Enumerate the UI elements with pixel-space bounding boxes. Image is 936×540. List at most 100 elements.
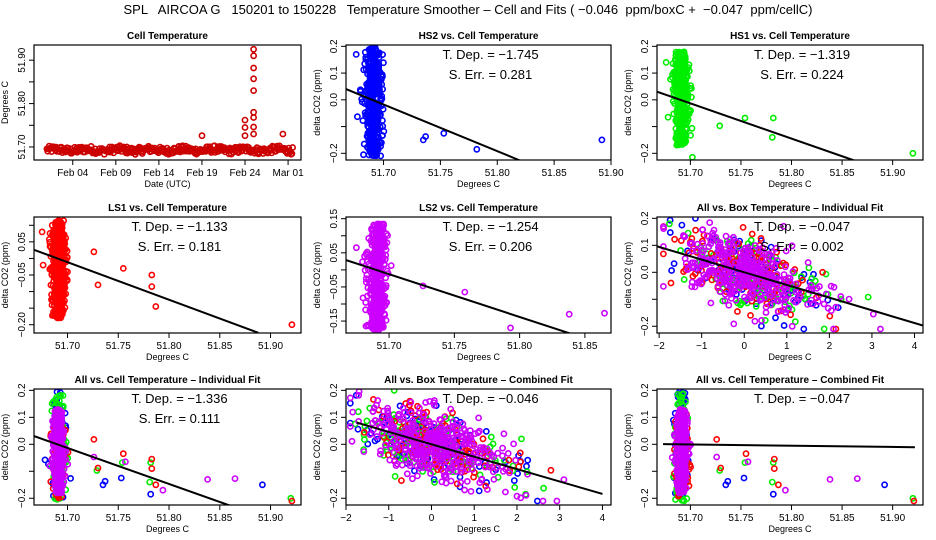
data-point — [376, 450, 384, 458]
data-point — [152, 303, 160, 310]
data-point — [769, 490, 777, 498]
data-point — [390, 389, 398, 394]
data-point — [288, 321, 296, 329]
data-point — [688, 239, 696, 247]
fit-annotation: S. Err. = 0.224 — [760, 67, 843, 82]
data-point — [734, 308, 741, 315]
data-point — [725, 239, 732, 247]
data-point — [772, 314, 779, 322]
y-tick-label: 51.80 — [17, 91, 28, 116]
data-point — [830, 283, 838, 291]
data-point — [55, 466, 63, 474]
data-point — [378, 295, 386, 303]
data-point — [688, 283, 696, 290]
data-point — [360, 140, 368, 148]
fit-annotation: S. Err. = 0.181 — [138, 239, 221, 254]
data-point — [63, 276, 71, 283]
data-point — [416, 459, 424, 467]
data-point — [500, 430, 508, 438]
data-point — [363, 417, 371, 425]
data-point — [352, 244, 360, 252]
data-point — [60, 253, 68, 261]
data-point — [372, 321, 380, 329]
data-point — [366, 279, 374, 287]
data-point — [707, 299, 715, 307]
data-point — [359, 117, 367, 124]
data-point — [399, 455, 406, 463]
data-point — [819, 268, 826, 276]
y-tick-label: 0.1 — [17, 410, 28, 424]
data-point — [751, 317, 759, 325]
data-point — [363, 258, 371, 266]
y-tick-label: 0.1 — [640, 238, 651, 252]
y-axis-label: Degrees C — [0, 80, 10, 124]
y-axis-label: delta CO2 (ppm) — [0, 242, 10, 309]
data-point — [773, 297, 781, 305]
y-axis-label: delta CO2 (ppm) — [312, 69, 322, 136]
data-point — [685, 264, 693, 272]
data-point — [781, 295, 789, 303]
data-point — [692, 217, 699, 222]
data-point — [377, 272, 385, 280]
data-point — [820, 325, 828, 333]
y-tick-label: −0.2 — [17, 488, 28, 508]
data-point — [671, 56, 679, 63]
panel-title: All vs. Box Temperature – Individual Fit — [697, 203, 884, 214]
y-tick-label: 51.70 — [17, 134, 28, 159]
data-point — [377, 75, 385, 83]
data-point — [775, 481, 782, 489]
data-point — [53, 445, 61, 452]
fit-annotation: S. Err. = 0.206 — [449, 239, 532, 254]
fit-line — [34, 435, 231, 505]
data-point — [814, 298, 822, 305]
data-point — [67, 474, 74, 482]
data-point — [433, 462, 441, 470]
data-point — [54, 270, 62, 278]
data-point — [601, 309, 608, 317]
data-point — [475, 487, 483, 495]
data-point — [355, 389, 363, 395]
data-point — [363, 80, 370, 88]
panel-title: All vs. Box Temperature – Combined Fit — [384, 375, 573, 386]
data-point — [784, 274, 792, 282]
x-axis-label: Degrees C — [768, 352, 812, 362]
data-point — [909, 149, 917, 157]
x-tick-label: 51.90 — [880, 168, 905, 179]
x-tick-label: 4 — [600, 513, 606, 524]
data-point — [288, 150, 296, 157]
data-point — [510, 440, 517, 448]
data-point — [480, 444, 487, 451]
data-point — [346, 394, 354, 402]
data-point — [375, 259, 382, 267]
data-point — [374, 104, 382, 112]
data-point — [511, 483, 519, 491]
data-point — [451, 442, 459, 450]
data-point — [349, 408, 357, 416]
data-point — [412, 455, 420, 463]
data-point — [393, 441, 401, 449]
data-point — [59, 456, 67, 463]
data-point — [118, 459, 126, 466]
data-point — [781, 263, 789, 271]
data-point — [461, 440, 469, 447]
data-point — [813, 284, 821, 292]
data-point — [676, 392, 684, 400]
x-tick-label: 51.80 — [507, 341, 532, 352]
y-tick-label: 0.0 — [17, 437, 28, 451]
data-point — [743, 295, 751, 303]
y-tick-label: 0.2 — [17, 383, 28, 397]
y-tick-label: 0.0 — [640, 92, 651, 106]
data-point — [94, 281, 102, 289]
data-point — [674, 91, 682, 99]
data-point — [724, 477, 732, 485]
data-point — [501, 488, 509, 496]
data-point — [60, 275, 67, 282]
y-tick-label: −0.05 — [329, 274, 340, 300]
data-point — [55, 481, 62, 489]
data-point — [408, 475, 416, 483]
data-point — [375, 220, 383, 228]
data-point — [694, 279, 701, 287]
data-point — [523, 462, 530, 470]
data-point — [379, 59, 387, 67]
data-point — [362, 306, 369, 314]
